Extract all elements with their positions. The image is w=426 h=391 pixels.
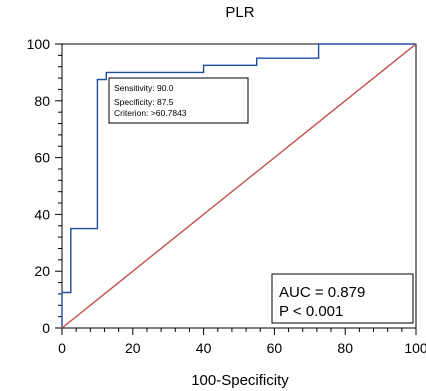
x-axis-title: 100-Specificity [191, 372, 289, 389]
y-tick-label: 0 [42, 320, 50, 336]
x-tick-label: 80 [337, 340, 353, 356]
x-axis: 0 20 40 60 80 100 [58, 328, 426, 356]
plot-border [61, 43, 417, 329]
auc-value-label: AUC = 0.879 [279, 284, 365, 301]
plot-frame [61, 43, 417, 329]
x-tick-label: 0 [58, 340, 66, 356]
criterion-box: Sensitivity: 90.0 Specificity: 87.5 Crit… [108, 77, 249, 124]
roc-curve [61, 43, 416, 328]
auc-box: AUC = 0.879 P < 0.001 [271, 273, 414, 324]
criterion-threshold-label: Criterion: >60.7843 [114, 108, 187, 118]
y-tick-label: 100 [27, 36, 51, 52]
series-layer [61, 43, 417, 329]
y-axis: 0 20 40 60 80 100 [27, 36, 62, 336]
chart-title: PLR [225, 4, 254, 21]
x-tick-label: 60 [267, 340, 283, 356]
criterion-box-frame [108, 77, 249, 124]
y-tick-label: 40 [34, 206, 50, 222]
y-tick-label: 80 [34, 93, 50, 109]
criterion-specificity-label: Specificity: 87.5 [114, 97, 174, 107]
x-tick-label: 20 [125, 340, 141, 356]
y-tick-label: 20 [34, 263, 50, 279]
x-tick-label: 100 [404, 340, 426, 356]
y-tick-label: 60 [34, 150, 50, 166]
x-tick-label: 40 [196, 340, 212, 356]
reference-line [61, 43, 417, 329]
p-value-label: P < 0.001 [279, 303, 343, 320]
auc-box-frame [271, 273, 414, 324]
criterion-sensitivity-label: Sensitivity: 90.0 [114, 83, 174, 93]
